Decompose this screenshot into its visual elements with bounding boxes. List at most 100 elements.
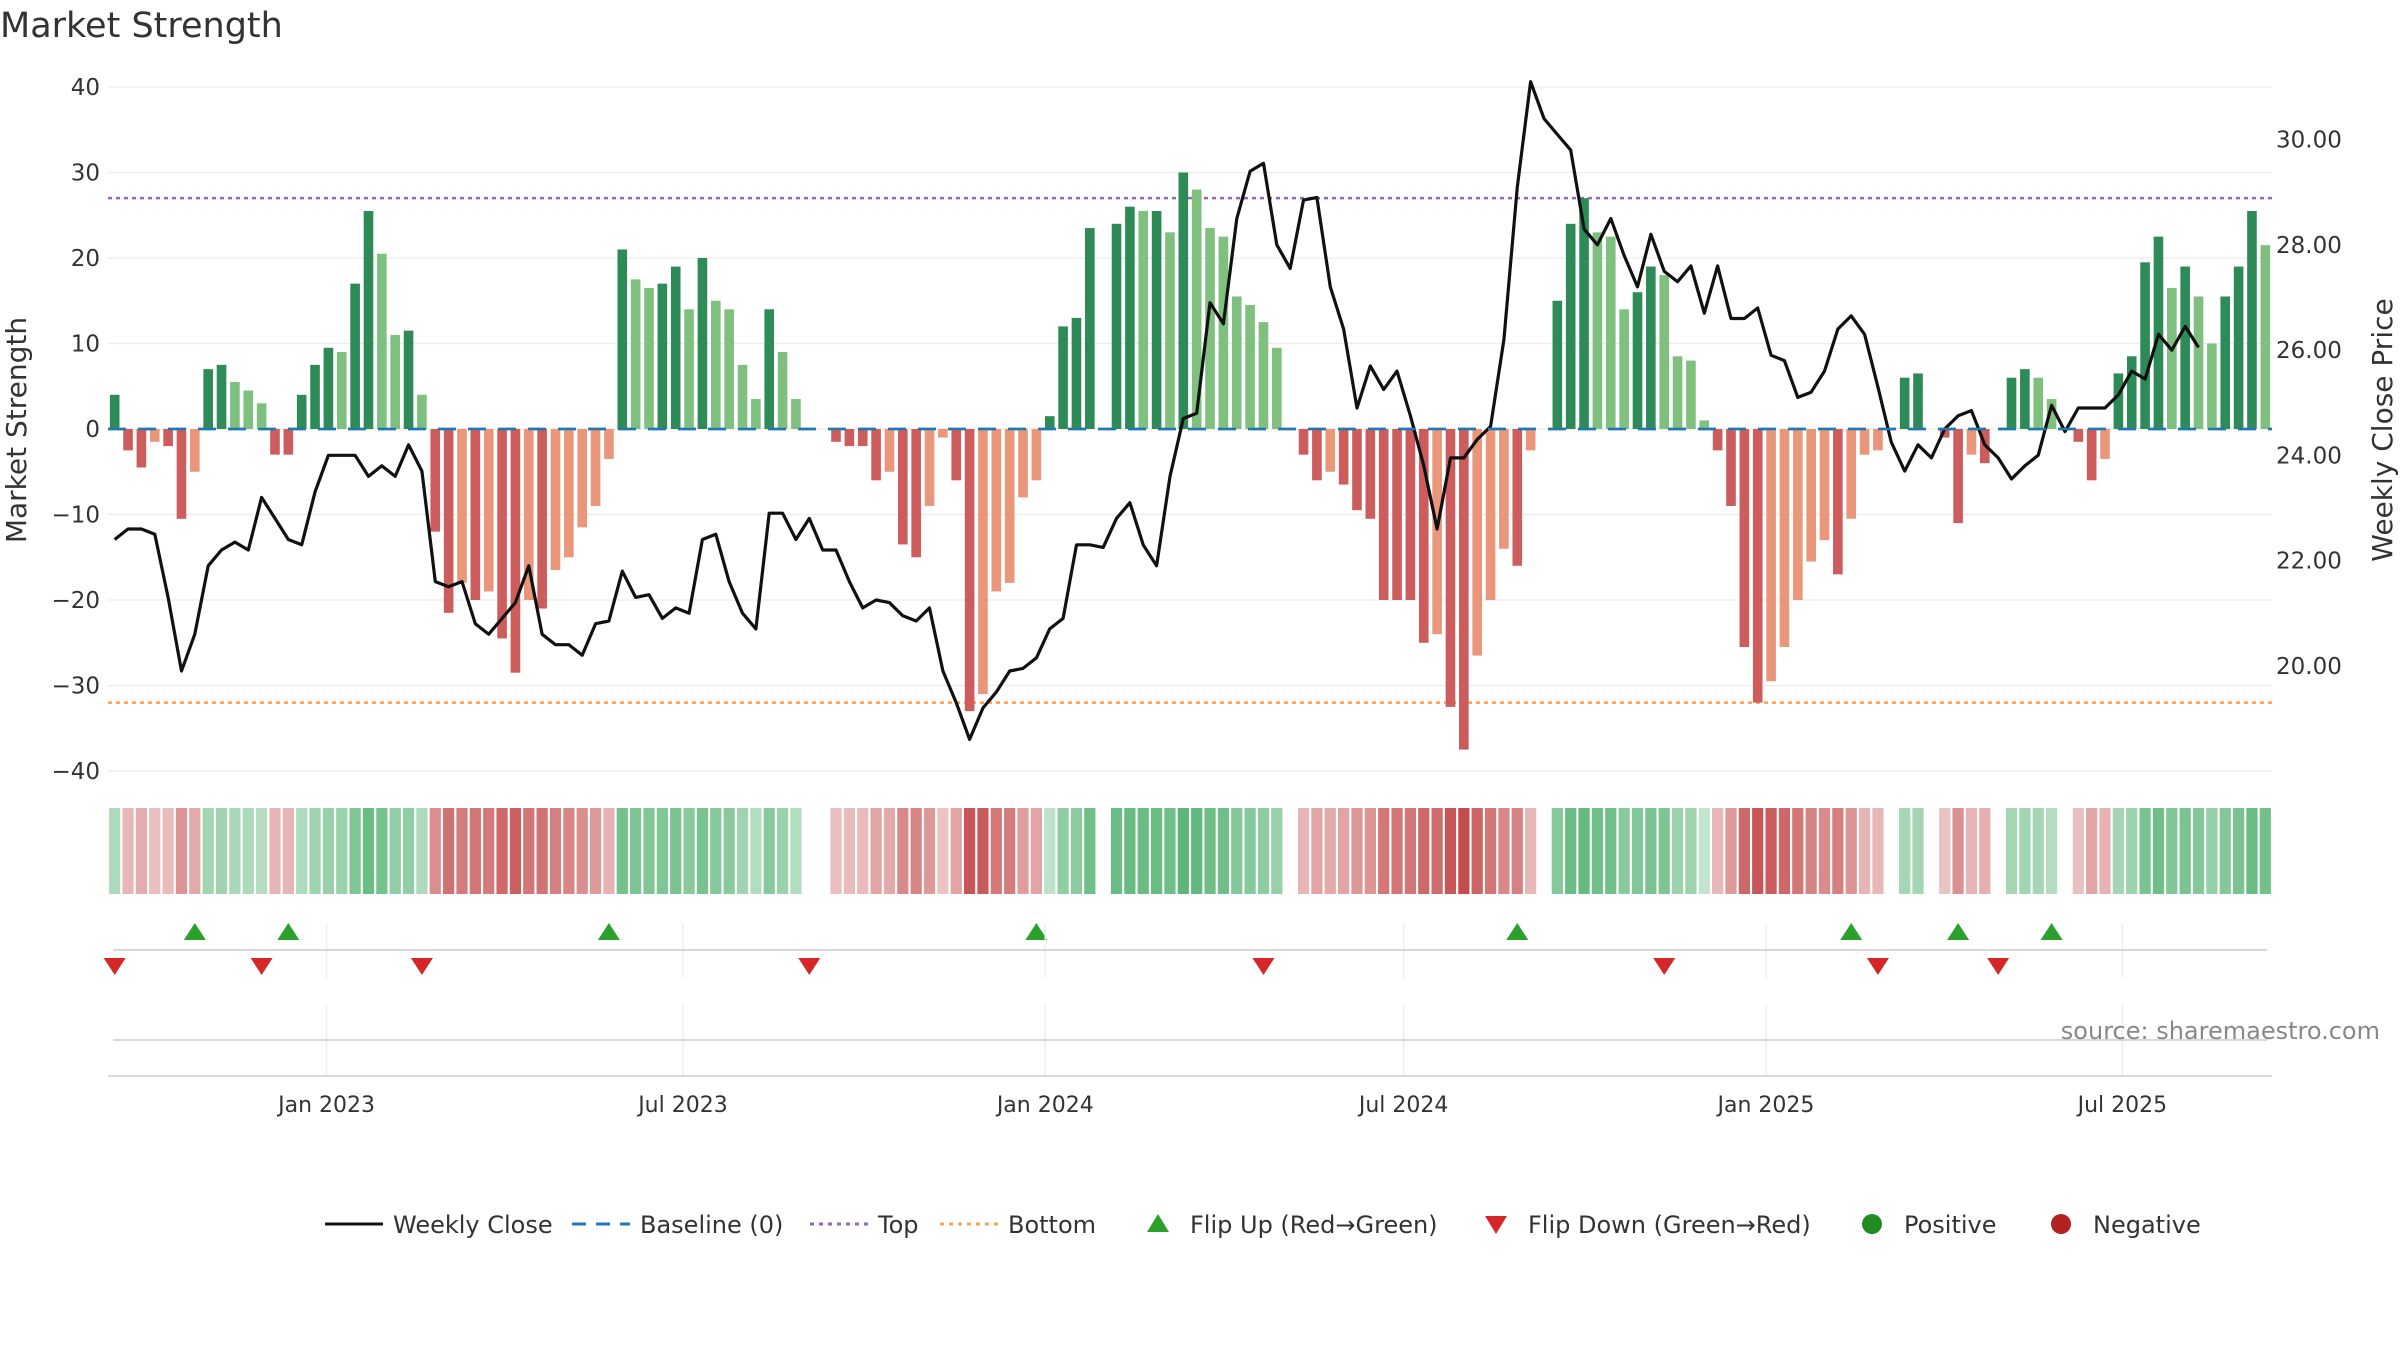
flip-up-marker [1840,923,1863,940]
strength-bar [1432,429,1442,635]
strength-bar [1699,420,1710,429]
strength-bar [323,347,334,429]
date-tick-label: Jan 2025 [1715,1093,1814,1118]
strength-bar [1659,275,1670,429]
flip-up-marker [1025,923,1048,940]
legend: Weekly Close Baseline (0) Top Bottom Flip Up… [325,1211,2201,1239]
heat-cell [1899,808,1911,894]
strength-bar [1338,429,1349,485]
heat-cell [1177,808,1189,894]
strength-bar [1111,223,1122,429]
legend-label: Top [877,1211,919,1239]
strength-bar [1165,232,1175,429]
strength-bar [710,300,721,429]
strength-bar [2193,296,2204,429]
flip-down-marker [798,958,821,975]
heat-cell [1351,808,1363,894]
heat-cell [963,808,976,894]
date-tick-label: Jan 2024 [995,1093,1094,1118]
heat-cell [149,808,161,894]
heat-cell [1364,808,1376,894]
flip-up-marker [1506,923,1529,940]
strength-bar [136,429,147,468]
heat-cell [990,808,1002,894]
strength-bar [1485,429,1496,600]
strength-bar [1525,429,1536,451]
heat-cell [376,808,388,894]
heat-cell [456,808,468,894]
strength-bar [2233,266,2244,429]
strength-bar [1819,429,1830,541]
left-tick-label: 30 [71,161,100,187]
legend-label: Flip Down (Green→Red) [1528,1211,1811,1239]
heat-cell [763,808,775,894]
strength-bar [537,429,547,609]
heat-cell [496,808,508,894]
strength-bar [457,429,467,583]
heat-cell [683,808,695,894]
strength-bar [1766,429,1776,682]
strength-bar [1085,228,1095,429]
heat-cell [1378,808,1390,894]
heat-cell [1805,808,1817,894]
source-label: source: sharemaestro.com [2061,1017,2380,1045]
heat-cell [2166,808,2178,894]
heat-cell [322,808,335,894]
heat-cell [189,808,201,894]
strength-bar [938,429,948,438]
flip-down-marker [250,958,273,975]
heat-cell [1017,808,1029,894]
heat-cell [750,808,762,894]
strength-bar [577,429,588,528]
heat-cell [2032,808,2044,894]
heat-cell [269,808,281,894]
heat-cell [2219,808,2231,894]
strength-bar [109,394,120,429]
strength-bar [2086,429,2097,481]
heat-cell [416,808,428,894]
legend-swatch [1147,1214,1169,1232]
strength-bar [1859,429,1870,455]
heat-cell [1150,808,1163,894]
chart-title: Market Strength [0,6,283,46]
heat-cell [1084,808,1096,894]
strength-bar [443,429,454,613]
heat-cell [2086,808,2098,894]
strength-bar [270,429,280,455]
heat-cell [1204,808,1216,894]
strength-bar [417,394,427,429]
strength-bar [550,429,561,571]
strength-bar [403,330,414,429]
strength-bar [430,429,441,532]
flip-down-marker [1866,958,1889,975]
strength-bar [884,429,895,472]
strength-bar [1138,210,1149,429]
heat-cell [1525,808,1537,894]
strength-bar [1205,228,1215,429]
strength-bar [964,429,975,712]
heat-cell [2005,808,2018,894]
heat-cell [2152,808,2165,894]
heat-cell [242,808,254,894]
strength-bar [1632,292,1643,429]
strength-bar [2126,356,2137,429]
heat-cell [1191,808,1203,894]
flip-up-marker [183,923,206,940]
strength-bar [1726,429,1736,506]
left-tick-label: −30 [51,674,100,700]
strength-bar [256,403,267,429]
flip-markers [103,923,2063,975]
strength-bar [1472,429,1483,656]
price-line-layer [113,80,2200,742]
heat-cell [1698,808,1710,894]
left-tick-label: −20 [51,588,100,614]
strength-bar [951,429,962,481]
strength-bar [1418,429,1429,643]
heat-cell [402,808,415,894]
left-axis: 40 30 20 10 0 −10 −20 −30 −40 [51,75,100,785]
strength-bar [377,253,387,429]
weekly-close-line [113,80,2200,742]
strength-bar [1499,429,1509,549]
heat-cell [443,808,455,894]
heat-cell [1324,808,1336,894]
